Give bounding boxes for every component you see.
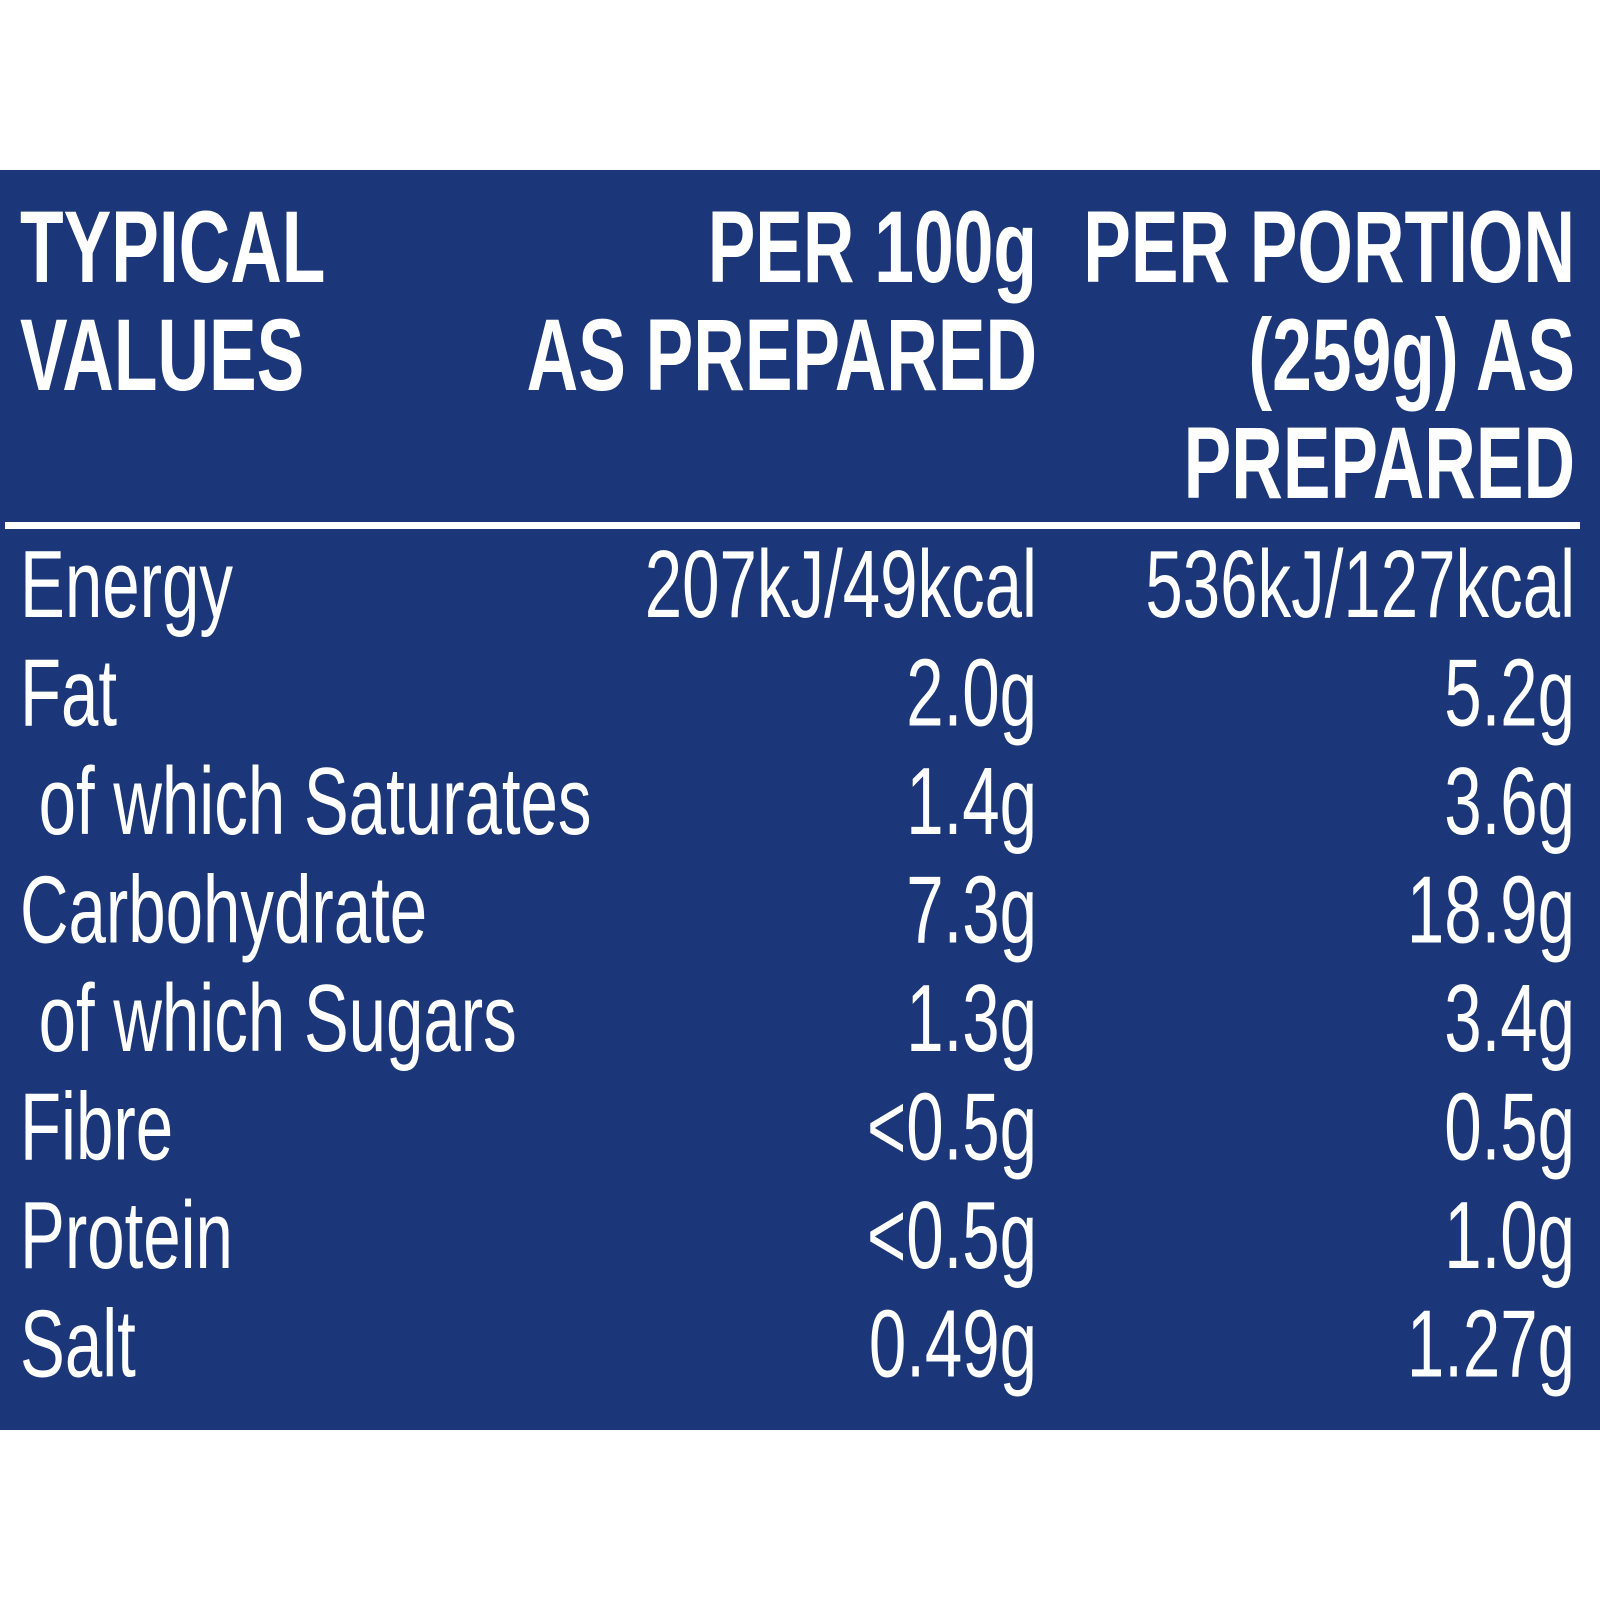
nutrient-value: 3.4g (1444, 964, 1575, 1072)
nutrient-label: of which Sugars (20, 964, 517, 1072)
header-text: (259g) AS (1248, 297, 1575, 412)
panel-background (0, 170, 1600, 1430)
nutrient-label: Protein (20, 1181, 233, 1289)
nutrient-label: Fat (20, 639, 117, 747)
nutrient-value: 536kJ/127kcal (1145, 530, 1575, 638)
nutrient-value: 18.9g (1407, 856, 1575, 964)
header-text: AS PREPARED (527, 297, 1037, 412)
nutrient-value: <0.5g (867, 1073, 1037, 1181)
nutrient-value: 207kJ/49kcal (645, 530, 1037, 638)
nutrient-value: 7.3g (906, 856, 1037, 964)
nutrient-value: 0.5g (1444, 1073, 1575, 1181)
header-text: TYPICAL (20, 189, 325, 304)
nutrient-value: 5.2g (1444, 639, 1575, 747)
nutrient-value: 1.27g (1407, 1290, 1575, 1398)
header-text: PER 100g (708, 189, 1037, 304)
nutrient-label: Fibre (20, 1073, 173, 1181)
nutrient-label: of which Saturates (20, 747, 591, 855)
nutrient-value: 1.0g (1444, 1181, 1575, 1289)
nutrient-value: 2.0g (906, 639, 1037, 747)
header-text: PER PORTION (1083, 189, 1575, 304)
header-separator (5, 522, 1580, 529)
nutrient-value: 3.6g (1444, 747, 1575, 855)
nutrient-label: Energy (20, 530, 233, 638)
nutrient-label: Carbohydrate (20, 856, 427, 964)
header-text: PREPARED (1184, 405, 1575, 520)
header-text: VALUES (20, 297, 304, 412)
nutrient-value: 0.49g (869, 1290, 1037, 1398)
nutrient-label: Salt (20, 1290, 136, 1398)
nutrient-value: <0.5g (867, 1181, 1037, 1289)
nutrient-value: 1.4g (906, 747, 1037, 855)
nutrient-value: 1.3g (906, 964, 1037, 1072)
